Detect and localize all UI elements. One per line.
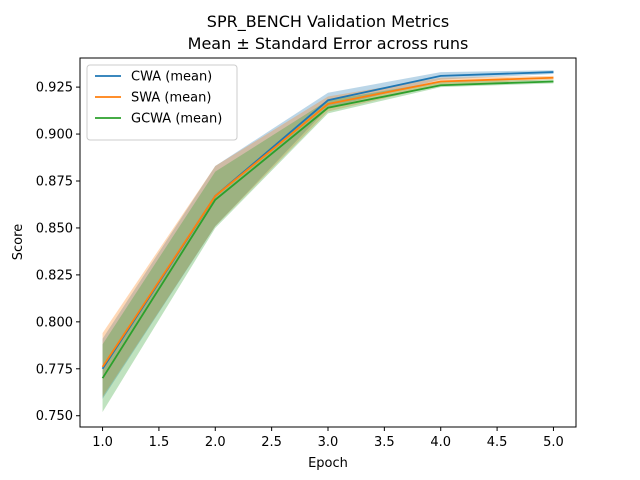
x-tick-label: 3.0 <box>318 435 339 450</box>
x-tick-label: 4.0 <box>430 435 451 450</box>
y-axis-label: Score <box>11 224 26 260</box>
y-tick-label: 0.925 <box>36 81 73 96</box>
x-tick-label: 1.5 <box>149 435 170 450</box>
y-tick-label: 0.875 <box>36 175 73 190</box>
chart-title: SPR_BENCH Validation Metrics <box>207 12 449 32</box>
y-tick-label: 0.800 <box>36 315 73 330</box>
legend: CWA (mean) SWA (mean) GCWA (mean) <box>86 64 238 141</box>
x-tick-label: 5.0 <box>543 435 564 450</box>
gcwa-mean-error-band <box>102 79 554 412</box>
y-tick-label: 0.850 <box>36 221 73 236</box>
x-tick-label: 2.0 <box>205 435 226 450</box>
cwa-mean-legend-label: CWA (mean) <box>131 70 212 85</box>
x-tick-label: 3.5 <box>374 435 395 450</box>
x-tick-label: 1.0 <box>92 435 113 450</box>
chart-subtitle: Mean ± Standard Error across runs <box>188 34 469 53</box>
legend-box <box>86 64 238 141</box>
swa-mean-legend-label: SWA (mean) <box>131 91 211 106</box>
y-tick-label: 0.775 <box>36 362 73 377</box>
gcwa-mean-line <box>101 80 554 379</box>
swa-mean-line <box>101 76 554 368</box>
x-tick-label: 4.5 <box>487 435 508 450</box>
y-tick-label: 0.900 <box>36 128 73 143</box>
y-axis-ticks: 0.750 0.775 0.800 0.825 0.850 0.875 0.900 0.925 <box>36 81 80 424</box>
y-tick-label: 0.825 <box>36 268 73 283</box>
x-tick-label: 2.5 <box>261 435 282 450</box>
series-lines <box>101 71 554 379</box>
x-axis-ticks: 1.0 1.5 2.0 2.5 3.0 3.5 4.0 4.5 5.0 <box>92 427 564 450</box>
plot-frame <box>79 57 577 428</box>
y-tick-label: 0.750 <box>36 409 73 424</box>
gcwa-mean-legend-label: GCWA (mean) <box>131 112 222 127</box>
x-axis-label: Epoch <box>308 456 348 471</box>
